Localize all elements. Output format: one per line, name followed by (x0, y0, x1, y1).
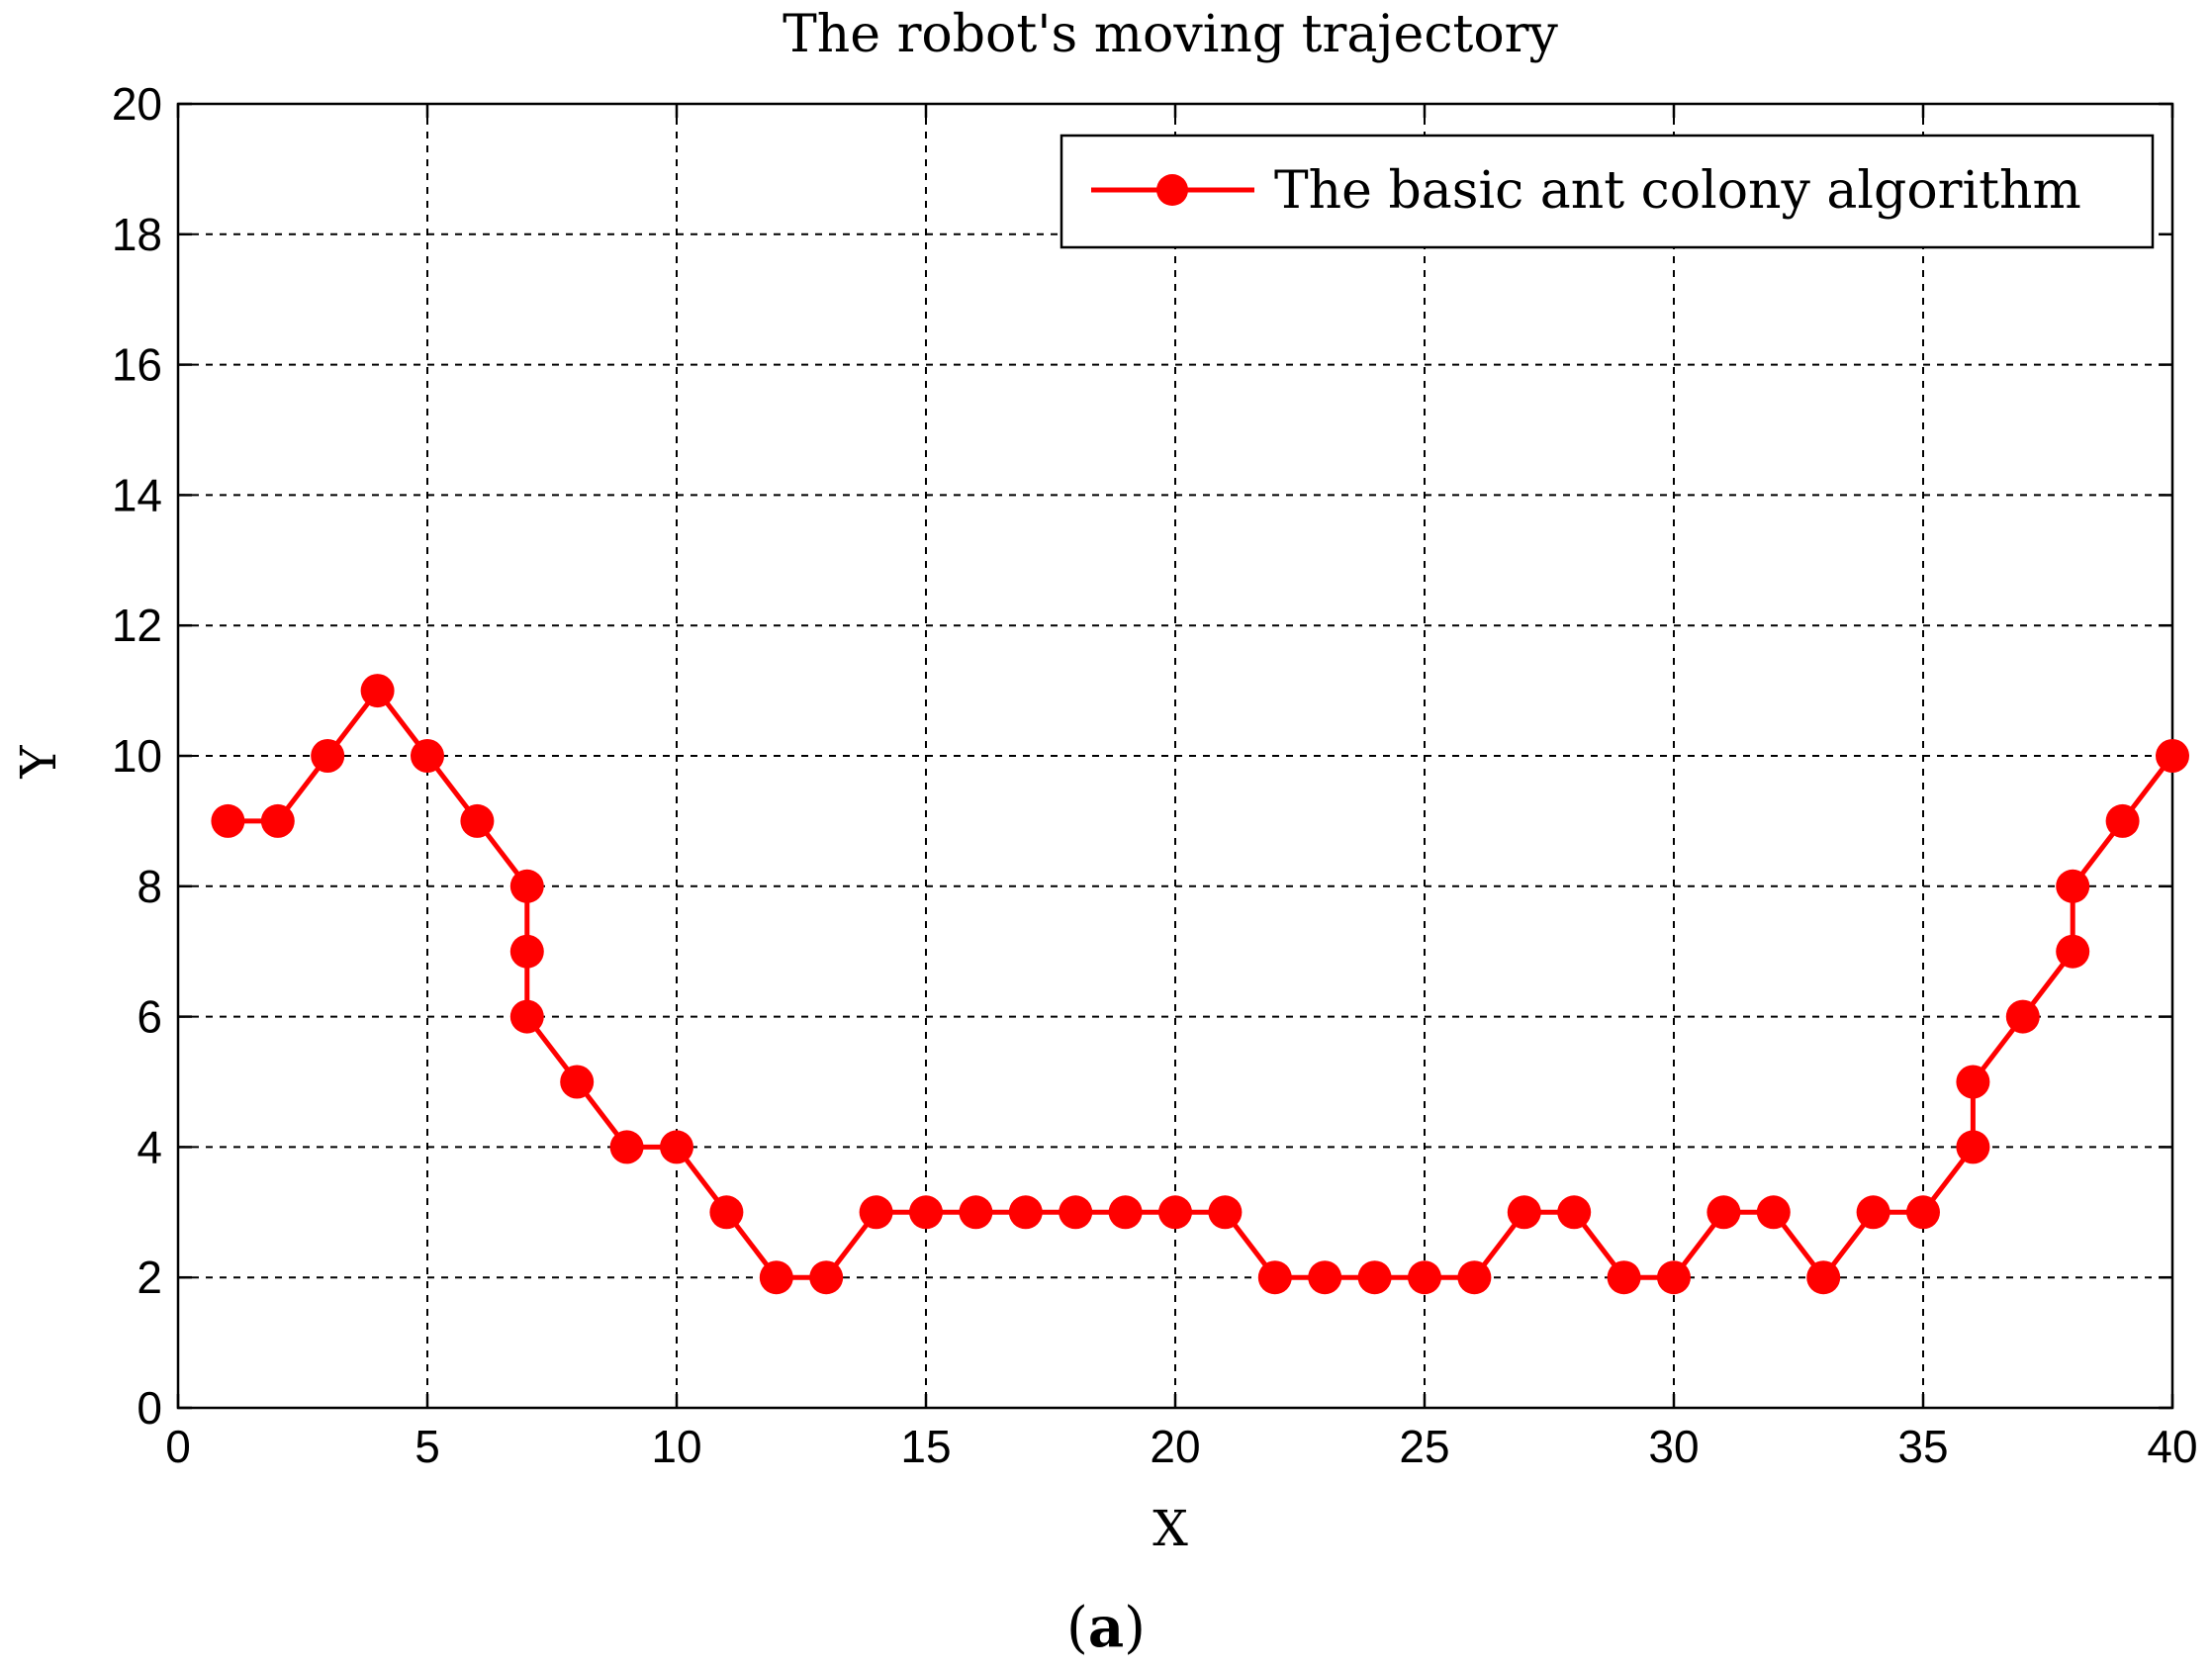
x-tick-label: 20 (1150, 1421, 1200, 1472)
x-tick-label: 40 (2147, 1421, 2197, 1472)
data-point (1408, 1260, 1441, 1295)
data-point (1956, 1065, 1990, 1099)
data-point (460, 803, 495, 838)
data-point (2156, 739, 2189, 773)
data-point (560, 1065, 595, 1099)
x-tick-label: 15 (900, 1421, 951, 1472)
data-point (1607, 1260, 1641, 1295)
x-tick-label: 35 (1897, 1421, 1948, 1472)
data-point (1657, 1260, 1691, 1295)
data-point (360, 674, 395, 708)
x-tick-label: 0 (165, 1421, 191, 1472)
data-point (1706, 1195, 1741, 1230)
x-tick-labels: 0 5 10 15 20 25 30 35 40 (165, 1421, 2197, 1472)
data-point (1158, 1195, 1192, 1230)
data-point (1956, 1130, 1990, 1164)
y-tick-label: 14 (112, 469, 162, 520)
legend-marker-sample (1156, 174, 1188, 206)
data-point (1756, 1195, 1791, 1230)
data-point (311, 739, 345, 773)
data-point (1257, 1260, 1292, 1295)
data-point (509, 869, 544, 903)
figure-caption: (a) (1066, 1595, 1146, 1660)
data-point (2056, 934, 2090, 969)
data-point (211, 803, 245, 838)
data-point (260, 803, 295, 838)
y-tick-label: 18 (112, 209, 162, 260)
x-axis-label: X (1152, 1500, 1188, 1557)
y-tick-label: 12 (112, 600, 162, 651)
y-tick-label: 8 (137, 861, 162, 912)
y-axis-label: Y (10, 745, 67, 780)
data-point (1208, 1195, 1243, 1230)
data-point (1059, 1195, 1093, 1230)
data-point (909, 1195, 943, 1230)
x-tick-label: 10 (651, 1421, 701, 1472)
data-point (509, 934, 544, 969)
caption-close-paren: ) (1124, 1596, 1146, 1660)
data-point (411, 739, 444, 773)
chart-title: The robot's moving trajectory (783, 5, 1558, 64)
y-tick-label: 4 (137, 1121, 162, 1172)
data-point (1507, 1195, 1541, 1230)
data-point (709, 1195, 744, 1230)
x-tick-label: 5 (415, 1421, 440, 1472)
y-tick-label: 0 (137, 1382, 162, 1434)
data-point (609, 1130, 644, 1164)
data-point (1806, 1260, 1841, 1295)
y-tick-label: 20 (112, 78, 162, 130)
y-tick-labels: 0 2 4 6 8 10 12 14 16 18 20 (112, 78, 162, 1434)
data-point (1457, 1260, 1492, 1295)
y-tick-label: 6 (137, 991, 162, 1043)
data-point (1906, 1195, 1940, 1230)
legend: The basic ant colony algorithm (1060, 134, 2155, 249)
series-layer (211, 674, 2189, 1295)
x-tick-label: 25 (1399, 1421, 1449, 1472)
data-point (809, 1260, 844, 1295)
data-point (1108, 1195, 1143, 1230)
data-point (1308, 1260, 1342, 1295)
data-point (759, 1260, 793, 1295)
data-point (1557, 1195, 1592, 1230)
caption-open-paren: ( (1066, 1596, 1088, 1660)
data-point (1856, 1195, 1890, 1230)
x-tick-label: 30 (1648, 1421, 1699, 1472)
data-point (2105, 803, 2140, 838)
data-point (660, 1130, 693, 1164)
y-tick-label: 2 (137, 1252, 162, 1303)
data-point (509, 999, 544, 1034)
data-point (1008, 1195, 1043, 1230)
y-tick-label: 16 (112, 339, 162, 391)
caption-letter: a (1088, 1595, 1124, 1660)
legend-entry-label: The basic ant colony algorithm (1274, 161, 2081, 221)
y-tick-label: 10 (112, 730, 162, 782)
data-point (2056, 869, 2090, 903)
data-point (2005, 999, 2040, 1034)
data-point (959, 1195, 993, 1230)
data-point (1357, 1260, 1392, 1295)
data-point (859, 1195, 893, 1230)
